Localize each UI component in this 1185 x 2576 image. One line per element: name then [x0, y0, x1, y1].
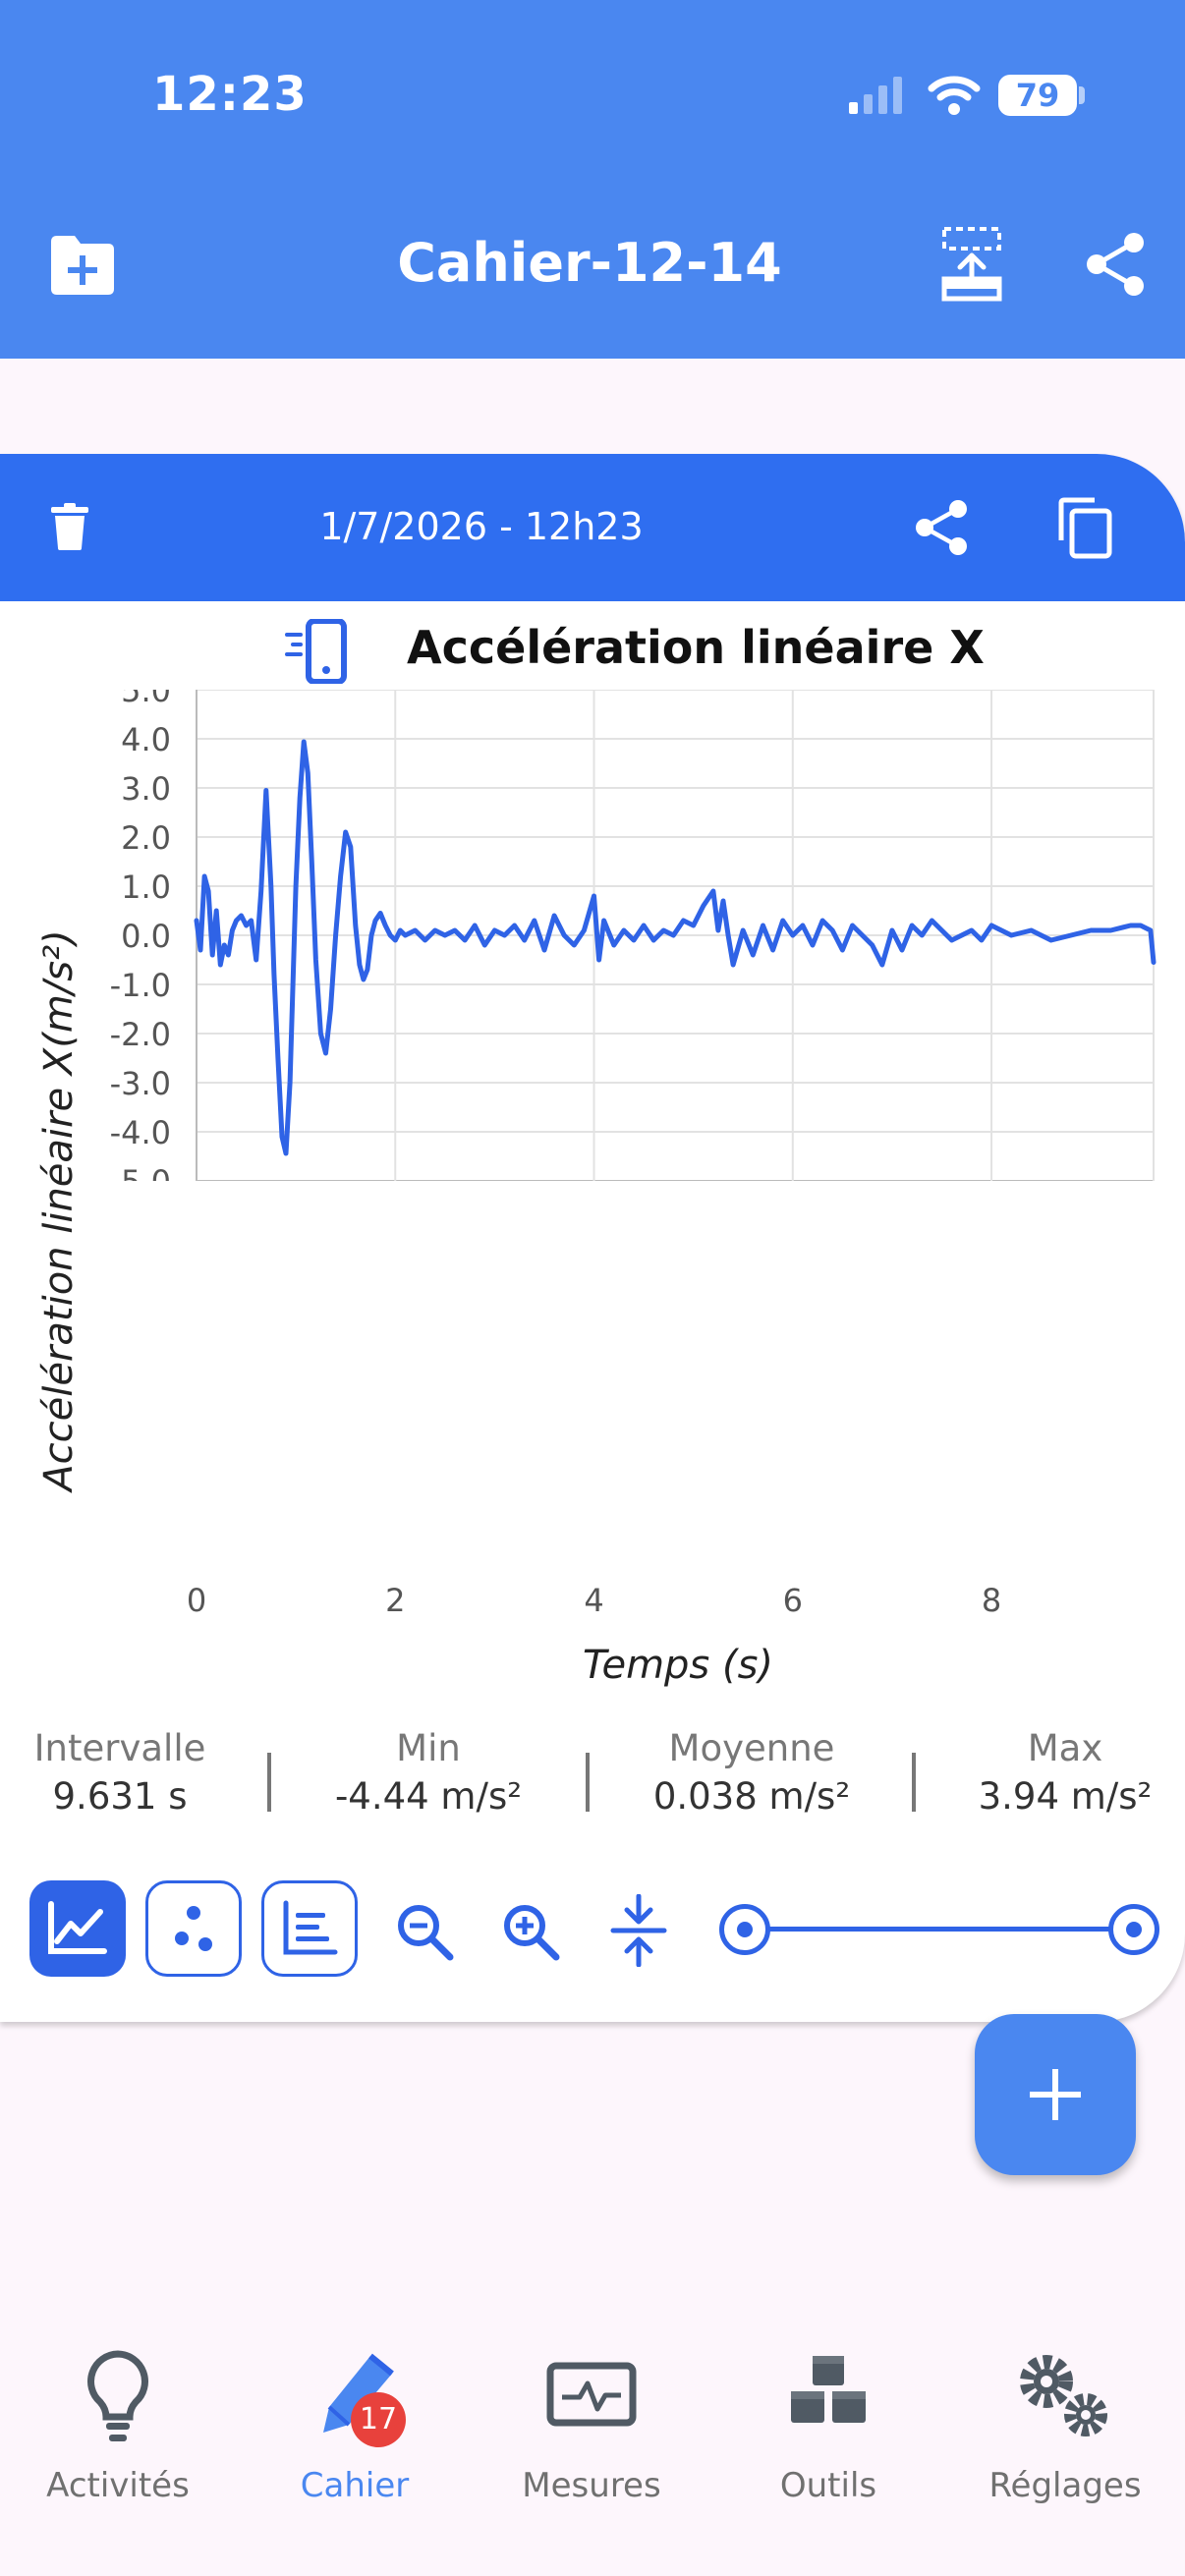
line-chart-icon — [48, 1901, 107, 1954]
zoom-in-icon[interactable] — [499, 1900, 562, 1963]
x-tick-label: 2 — [385, 1582, 406, 1619]
list-mode-button[interactable] — [261, 1880, 358, 1977]
stat-interval: Intervalle 9.631 s — [0, 1727, 248, 1818]
x-tick-label: 8 — [981, 1582, 1002, 1619]
y-tick-label: -3.0 — [110, 1065, 171, 1102]
gears-icon — [1020, 2355, 1107, 2436]
page-title: Cahier-12-14 — [397, 232, 782, 294]
fit-vertical-icon[interactable] — [609, 1894, 668, 1967]
stat-mean-label: Moyenne — [668, 1727, 835, 1769]
battery-indicator: 79 — [998, 75, 1077, 116]
x-tick-label: 4 — [584, 1582, 604, 1619]
stat-mean-value: 0.038 m/s² — [652, 1775, 851, 1818]
y-tick-label: -5.0 — [110, 1163, 171, 1181]
trash-icon[interactable] — [51, 503, 88, 550]
share-icon[interactable] — [1085, 232, 1146, 297]
stat-mean: Moyenne 0.038 m/s² — [624, 1727, 879, 1818]
zoom-out-icon[interactable] — [393, 1900, 456, 1963]
stat-divider — [912, 1753, 916, 1812]
y-axis-label: Accélération linéaire X(m/s²) — [36, 929, 82, 1491]
line-chart-mode-button[interactable] — [29, 1880, 126, 1977]
nav-reglages[interactable] — [947, 2348, 1183, 2450]
wifi-icon — [928, 76, 981, 115]
stat-min-label: Min — [396, 1727, 461, 1769]
measurement-date: 1/7/2026 - 12h23 — [319, 505, 644, 548]
range-slider[interactable] — [719, 1904, 1159, 1955]
y-tick-label: -2.0 — [110, 1016, 171, 1053]
measurement-card: 1/7/2026 - 12h23 Accélération linéaire X… — [0, 454, 1185, 2022]
nav-mesures[interactable] — [474, 2348, 709, 2450]
stat-max-label: Max — [1027, 1727, 1103, 1769]
stat-interval-label: Intervalle — [33, 1727, 206, 1769]
x-tick-label: 6 — [782, 1582, 803, 1619]
cubes-icon — [791, 2356, 866, 2423]
card-header: 1/7/2026 - 12h23 — [0, 454, 1185, 601]
stat-interval-value: 9.631 s — [52, 1775, 188, 1818]
status-time: 12:23 — [152, 67, 308, 122]
chart-title: Accélération linéaire X — [407, 621, 985, 674]
x-tick-label: 0 — [186, 1582, 207, 1619]
phone-motion-icon — [285, 619, 347, 684]
y-tick-label: -4.0 — [110, 1114, 171, 1151]
copy-icon[interactable] — [1055, 497, 1114, 560]
stat-divider — [586, 1753, 590, 1812]
acceleration-series-line — [194, 739, 1157, 1156]
y-tick-label: 2.0 — [121, 819, 171, 857]
y-tick-label: 3.0 — [121, 770, 171, 808]
lightbulb-icon — [87, 2350, 148, 2441]
card-share-icon[interactable] — [914, 499, 969, 556]
range-slider-start-handle[interactable] — [719, 1904, 770, 1955]
cahier-badge: 17 — [351, 2392, 406, 2447]
nav-activites-label: Activités — [46, 2466, 190, 2505]
add-folder-icon[interactable] — [47, 234, 118, 297]
upload-icon[interactable] — [939, 224, 1004, 305]
nav-cahier-label: Cahier — [300, 2466, 410, 2505]
add-measurement-button[interactable] — [975, 2014, 1136, 2175]
monitor-wave-icon — [546, 2362, 637, 2427]
y-tick-label: 5.0 — [121, 690, 171, 709]
range-slider-track — [745, 1927, 1134, 1932]
y-tick-label: 4.0 — [121, 721, 171, 758]
nav-mesures-label: Mesures — [522, 2466, 661, 2505]
nav-reglages-label: Réglages — [988, 2466, 1142, 2505]
stat-min-value: -4.44 m/s² — [334, 1775, 523, 1818]
battery-tip — [1079, 86, 1085, 104]
nav-activites[interactable] — [0, 2348, 236, 2450]
nav-cahier[interactable] — [237, 2348, 473, 2450]
y-tick-label: -1.0 — [110, 967, 171, 1004]
notebook-pen-icon — [323, 2353, 394, 2433]
scatter-icon — [175, 1906, 212, 1951]
nav-outils-label: Outils — [779, 2466, 877, 2505]
scatter-mode-button[interactable] — [145, 1880, 242, 1977]
list-chart-icon — [283, 1900, 338, 1955]
stat-max-value: 3.94 m/s² — [978, 1775, 1153, 1818]
cell-signal-icon — [849, 77, 902, 114]
y-tick-label: 1.0 — [121, 868, 171, 906]
range-slider-end-handle[interactable] — [1108, 1904, 1159, 1955]
stat-min: Min -4.44 m/s² — [301, 1727, 556, 1818]
stat-divider — [267, 1753, 271, 1812]
stat-max: Max 3.94 m/s² — [937, 1727, 1185, 1818]
app-header: 12:23 79 Cahier-12-14 — [0, 0, 1185, 359]
x-axis-label: Temps (s) — [582, 1643, 774, 1688]
plus-icon — [1030, 2069, 1081, 2120]
nav-outils[interactable] — [710, 2348, 946, 2450]
y-tick-label: 0.0 — [121, 918, 171, 955]
acceleration-chart: 5.0 4.0 3.0 2.0 1.0 0.0 -1.0 -2.0 -3.0 -4.0 -5.0 — [110, 690, 1157, 1181]
